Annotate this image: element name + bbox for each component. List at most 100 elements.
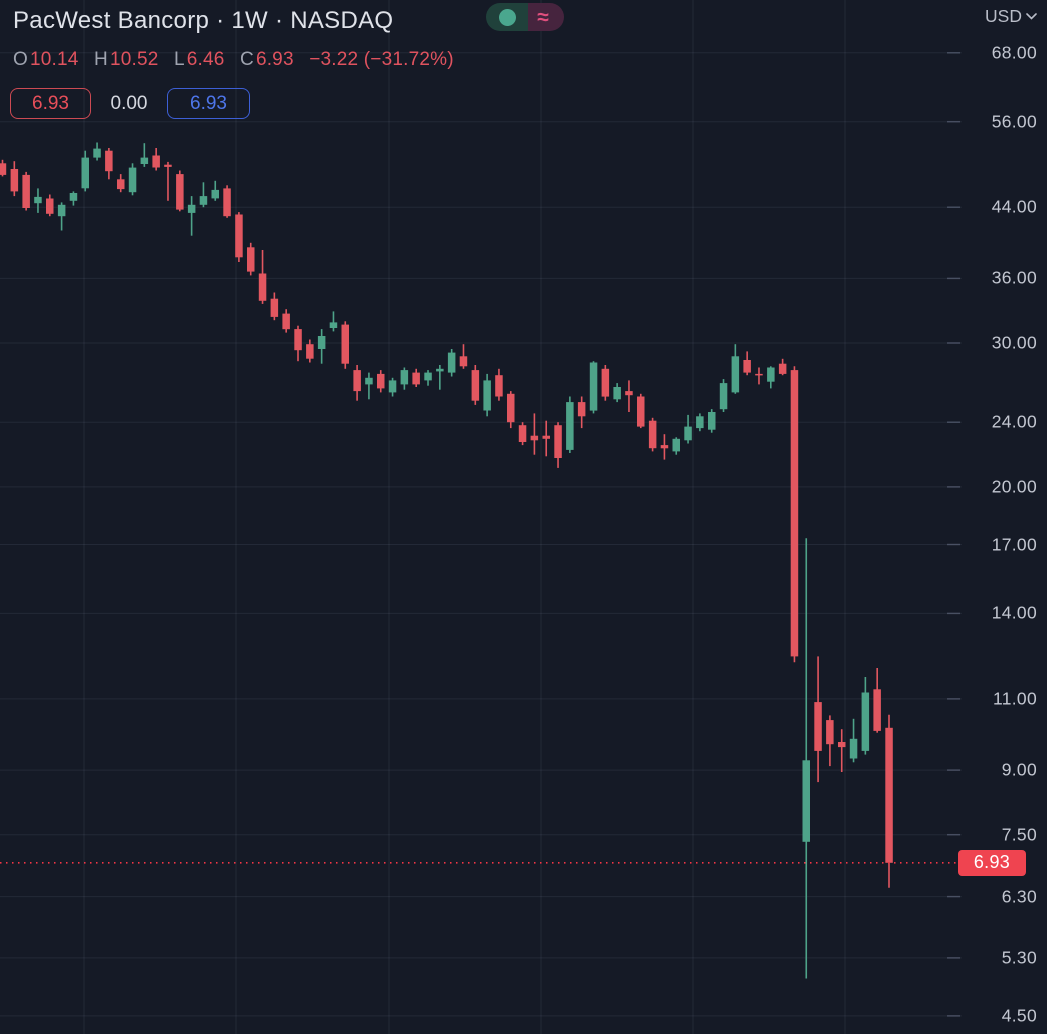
price-axis-label: 7.50 bbox=[1001, 824, 1037, 845]
candle-body bbox=[57, 204, 66, 217]
candle-body bbox=[377, 373, 385, 389]
approx-data-icon: ≈ bbox=[537, 5, 549, 29]
candle-body bbox=[755, 373, 763, 376]
candle-body bbox=[483, 380, 491, 411]
high-label: H bbox=[94, 49, 108, 70]
candle-body bbox=[849, 738, 858, 759]
candle-body bbox=[696, 416, 704, 429]
data-mode-live-segment[interactable] bbox=[486, 3, 528, 31]
candle-body bbox=[69, 193, 78, 201]
candle-body bbox=[353, 370, 361, 392]
candle-body bbox=[885, 727, 893, 863]
candle-body bbox=[767, 367, 775, 382]
candle-body bbox=[235, 214, 243, 258]
candle-body bbox=[424, 372, 432, 381]
spread-value: 0.00 bbox=[110, 92, 148, 114]
candle-body bbox=[589, 362, 598, 411]
candle-body bbox=[341, 324, 349, 364]
candle-body bbox=[648, 420, 657, 449]
candle-body bbox=[778, 363, 787, 374]
candle-body bbox=[708, 412, 716, 430]
candle-body bbox=[140, 157, 149, 164]
candle-body bbox=[459, 356, 468, 367]
price-axis-label: 9.00 bbox=[1001, 759, 1037, 780]
candle-body bbox=[447, 352, 456, 373]
candle-body bbox=[436, 368, 444, 372]
candle-body bbox=[672, 438, 680, 452]
open-value: 10.14 bbox=[29, 49, 79, 70]
close-value: 6.93 bbox=[255, 49, 294, 70]
candle-body bbox=[637, 396, 645, 427]
symbol-title[interactable]: PacWest Bancorp · 1W · NASDAQ bbox=[13, 7, 394, 34]
open-label: O bbox=[13, 49, 28, 70]
candle-body bbox=[117, 179, 125, 190]
candle-body bbox=[10, 169, 19, 192]
candle-body bbox=[861, 692, 870, 751]
price-axis-label: 6.30 bbox=[1001, 886, 1037, 907]
candle-body bbox=[199, 196, 208, 205]
buy-button[interactable]: 6.93 bbox=[167, 88, 250, 119]
candle-body bbox=[613, 387, 621, 400]
price-axis-label: 30.00 bbox=[991, 332, 1037, 353]
candle-body bbox=[128, 167, 137, 193]
currency-selector[interactable]: USD bbox=[985, 6, 1037, 26]
price-axis[interactable]: USD 6.93 68.00 56.00 44.00 36.00 30.00 24.00 2… bbox=[958, 0, 1047, 1034]
price-axis-label: 56.00 bbox=[991, 111, 1037, 132]
candle-body bbox=[873, 689, 881, 731]
candle-body bbox=[814, 702, 822, 751]
close-label: C bbox=[240, 49, 254, 70]
candle-body bbox=[176, 174, 184, 210]
market-status-dot-icon bbox=[498, 8, 516, 26]
candle-body bbox=[187, 204, 196, 213]
high-value: 10.52 bbox=[109, 49, 159, 70]
candle-body bbox=[105, 150, 113, 172]
candle-body bbox=[81, 157, 89, 189]
sell-button[interactable]: 6.93 bbox=[10, 88, 91, 119]
candle-body bbox=[223, 188, 231, 217]
price-axis-label: 68.00 bbox=[991, 42, 1037, 63]
candle-body bbox=[542, 435, 550, 439]
price-axis-label: 11.00 bbox=[993, 688, 1037, 709]
price-axis-label: 24.00 bbox=[991, 411, 1037, 432]
candle-body bbox=[388, 380, 397, 393]
candle-body bbox=[507, 393, 515, 423]
candle-body bbox=[566, 402, 574, 450]
candle-body bbox=[625, 391, 633, 396]
candle-body bbox=[826, 720, 834, 745]
candle-body bbox=[684, 426, 692, 441]
candle-body bbox=[530, 435, 539, 441]
candle-body bbox=[719, 383, 728, 410]
candle-body bbox=[554, 425, 562, 458]
candle-body bbox=[270, 298, 279, 317]
candle-body bbox=[660, 445, 669, 449]
trade-panel: 6.93 0.00 6.93 bbox=[10, 88, 250, 119]
data-mode-approx-segment[interactable]: ≈ bbox=[528, 3, 564, 31]
candle-body bbox=[282, 313, 290, 330]
price-axis-label: 20.00 bbox=[991, 476, 1037, 497]
candle-body bbox=[365, 377, 373, 385]
last-price-label: 6.93 bbox=[958, 849, 1026, 876]
candle-body bbox=[294, 329, 302, 351]
change-value: −3.22 (−31.72%) bbox=[309, 49, 454, 70]
price-axis-label: 44.00 bbox=[991, 196, 1037, 217]
candle-body bbox=[34, 196, 42, 204]
candle-body bbox=[258, 273, 267, 301]
price-axis-label: 36.00 bbox=[991, 267, 1037, 288]
candle-body bbox=[495, 375, 503, 397]
data-mode-toggle[interactable]: ≈ bbox=[486, 3, 564, 31]
candle-body bbox=[152, 155, 160, 168]
candle-body bbox=[790, 370, 799, 657]
low-value: 6.46 bbox=[186, 49, 225, 70]
candle-body bbox=[601, 368, 610, 397]
candle-body bbox=[211, 189, 219, 199]
candle-body bbox=[400, 370, 409, 385]
candle-body bbox=[46, 198, 54, 214]
candle-body bbox=[802, 760, 810, 842]
candle-body bbox=[412, 372, 420, 385]
candle-body bbox=[731, 356, 740, 393]
chevron-down-icon bbox=[1026, 12, 1037, 20]
candle-body bbox=[93, 148, 101, 158]
price-axis-label: 4.50 bbox=[1001, 1005, 1037, 1026]
